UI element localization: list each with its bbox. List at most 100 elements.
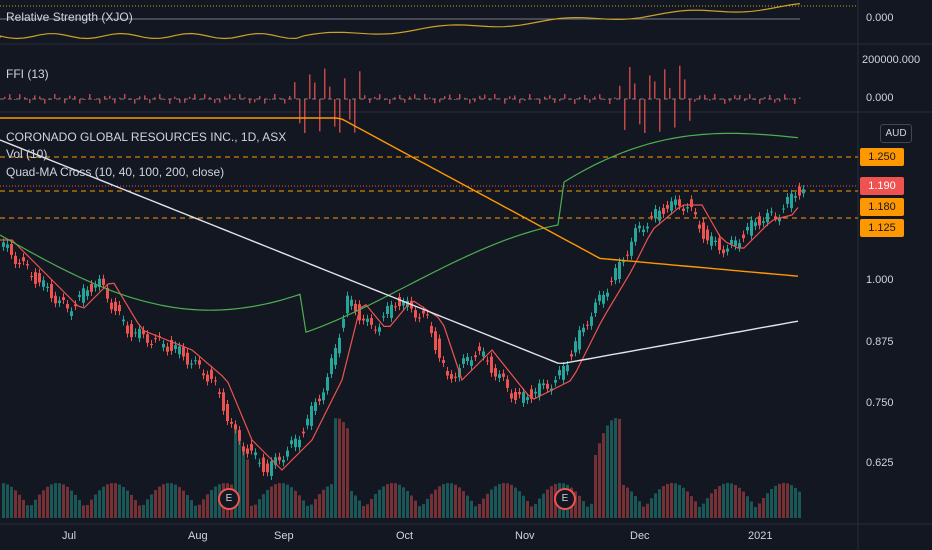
candle-body	[194, 360, 197, 362]
volume-bar	[426, 498, 429, 518]
candle-body	[50, 284, 53, 299]
volume-bar	[30, 505, 33, 518]
ffi-bar	[409, 96, 411, 99]
volume-bar	[250, 505, 253, 518]
ffi-bar	[189, 96, 191, 99]
volume-bar	[42, 490, 45, 518]
volume-bar	[490, 489, 493, 518]
candle-body	[694, 212, 697, 215]
earnings-event-marker[interactable]: E	[554, 488, 576, 510]
volume-bar	[498, 484, 501, 518]
candle-body	[418, 317, 421, 319]
volume-bar	[386, 484, 389, 518]
candle-body	[402, 301, 405, 306]
volume-bar	[678, 484, 681, 518]
candle-body	[686, 207, 689, 209]
ffi-bar	[789, 98, 791, 100]
volume-bar	[122, 486, 125, 518]
volume-bar	[622, 484, 625, 518]
volume-bar	[118, 484, 121, 518]
candle-body	[78, 294, 81, 298]
candle-body	[662, 208, 665, 214]
candle-body	[342, 318, 345, 328]
ffi-bar	[689, 99, 691, 121]
ffi-bar	[649, 75, 651, 99]
ffi-bar	[309, 74, 311, 99]
relative-strength-label[interactable]: Relative Strength (XJO)	[6, 10, 133, 24]
rs-axis-label: 0.000	[866, 12, 894, 24]
ffi-bar	[124, 94, 126, 99]
candle-body	[622, 261, 625, 263]
candle-body	[322, 392, 325, 401]
volume-bar	[602, 433, 605, 518]
volume-bar	[658, 489, 661, 518]
volume-bar	[590, 503, 593, 518]
candle-body	[782, 208, 785, 210]
ffi-bar	[109, 95, 111, 99]
ffi-bar	[619, 85, 621, 99]
candle-body	[498, 374, 501, 379]
ffi-bar	[704, 94, 706, 99]
volume-bar	[634, 495, 637, 518]
volume-bar	[514, 487, 517, 518]
candle-body	[382, 316, 385, 318]
ffi-bar	[39, 96, 41, 99]
volume-bar	[314, 499, 317, 518]
volume-bar	[630, 491, 633, 518]
candle-body	[10, 244, 13, 255]
earnings-event-marker[interactable]: E	[218, 488, 240, 510]
price-axis-label-1: 1.000	[866, 274, 894, 286]
ffi-label[interactable]: FFI (13)	[6, 67, 49, 81]
volume-bar	[134, 500, 137, 518]
volume-bar	[674, 483, 677, 518]
x-label-oct: Oct	[396, 530, 414, 542]
volume-bar	[418, 506, 421, 518]
volume-bar	[334, 418, 337, 518]
candle-body	[150, 343, 153, 345]
ffi-bar	[739, 95, 741, 99]
ffi-bar	[344, 78, 346, 99]
candle-body	[638, 225, 641, 229]
ffi-bar	[484, 94, 486, 99]
volume-bar	[102, 486, 105, 518]
ffi-bar	[529, 94, 531, 99]
ffi-bar	[199, 99, 201, 100]
ffi-bar	[404, 99, 406, 103]
volume-bar	[714, 489, 717, 518]
candle-body	[678, 199, 681, 206]
ffi-bar	[339, 99, 341, 133]
volume-bar	[610, 420, 613, 518]
candle-body	[170, 340, 173, 351]
volume-bar	[374, 493, 377, 518]
candle-body	[794, 196, 797, 198]
ffi-bar	[204, 94, 206, 99]
volume-bar	[702, 503, 705, 518]
ffi-bar	[749, 94, 751, 99]
ffi-bar	[354, 99, 356, 133]
candle-body	[510, 393, 513, 399]
ffi-bar	[379, 94, 381, 99]
candle-body	[386, 306, 389, 315]
currency-button[interactable]: AUD	[880, 124, 912, 143]
ffi-bar	[589, 99, 591, 103]
volume-label[interactable]: Vol (10)	[6, 147, 48, 161]
candle-body	[270, 461, 273, 476]
candle-body	[42, 280, 45, 287]
ffi-bar	[164, 99, 166, 100]
volume-bar	[686, 491, 689, 518]
candle-body	[166, 346, 169, 352]
candle-body	[6, 244, 9, 248]
candle-body	[334, 347, 337, 365]
candle-body	[282, 459, 285, 463]
ffi-bar	[69, 95, 71, 99]
volume-bar	[758, 503, 761, 518]
volume-bar	[458, 487, 461, 518]
volume-bar	[786, 483, 789, 518]
quad-ma-label[interactable]: Quad-MA Cross (10, 40, 100, 200, close)	[6, 165, 225, 179]
ffi-bar	[304, 99, 306, 133]
volume-bar	[330, 484, 333, 518]
x-label-aug: Aug	[188, 530, 208, 542]
candle-body	[618, 261, 621, 279]
ffi-bar	[369, 99, 371, 103]
